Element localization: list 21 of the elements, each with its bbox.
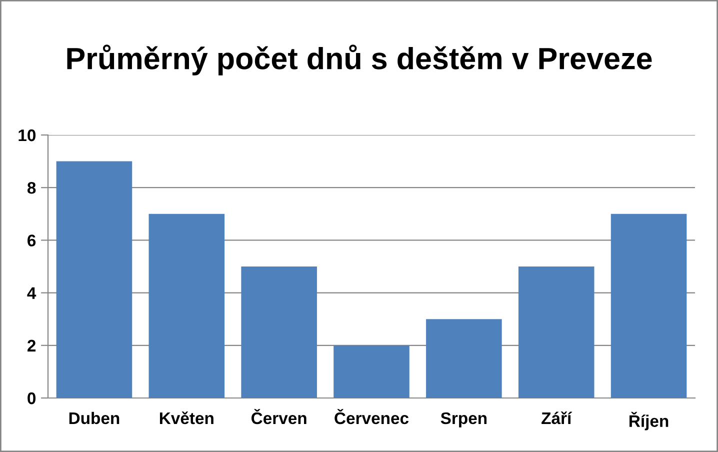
bar (426, 319, 502, 398)
x-tick-label: Srpen (440, 412, 487, 428)
chart-title: Průměrný počet dnů s deštěm v Preveze (67, 44, 652, 76)
bar (56, 161, 132, 398)
x-tick-label: Květen (160, 412, 214, 424)
bar (518, 266, 594, 398)
y-tick-label: 8 (27, 182, 36, 194)
y-tick-label: 4 (27, 287, 36, 299)
bar (241, 266, 317, 398)
y-tick-label: 0 (28, 392, 36, 404)
x-tick-label: Červen (252, 409, 306, 424)
x-tick-label: Duben (69, 412, 120, 424)
x-tick-label: Září (542, 412, 572, 424)
bar (334, 345, 410, 398)
x-tick-label: Červenec (334, 409, 409, 424)
y-tick-label: 2 (28, 340, 36, 352)
bar (148, 214, 225, 398)
bar (610, 214, 687, 398)
y-tick-label: 10 (18, 129, 36, 142)
x-tick-label: Říjen (630, 412, 668, 430)
y-tick-label: 6 (28, 234, 36, 246)
